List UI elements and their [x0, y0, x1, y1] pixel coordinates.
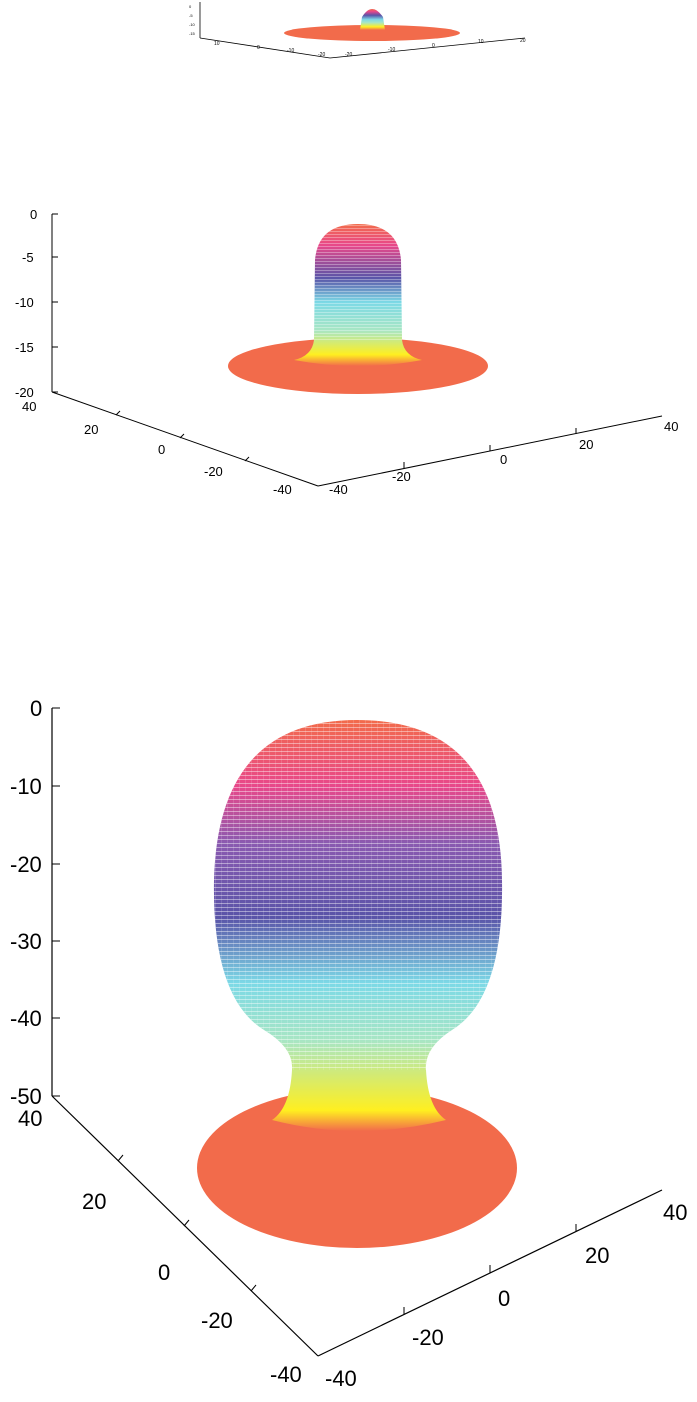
- y-tick-label: -20: [412, 1325, 444, 1350]
- x-tick-label: 0: [158, 1260, 170, 1285]
- z-tick-label: -20: [15, 385, 34, 400]
- x-tick-label: 40: [18, 1106, 42, 1131]
- y-tick-label: 0: [432, 43, 435, 49]
- y-axis: [330, 38, 525, 58]
- z-tick-label: -10: [15, 295, 34, 310]
- z-tick-label: -15: [189, 31, 196, 36]
- y-tick-label: -40: [325, 1366, 357, 1391]
- y-tick-label: 20: [579, 437, 593, 452]
- y-tick-label: 20: [585, 1243, 609, 1268]
- surface-peak: [360, 9, 385, 30]
- z-tick-label: -10: [189, 22, 196, 27]
- x-tick: [251, 1285, 256, 1291]
- x-axis: [52, 392, 318, 486]
- x-tick-label: 40: [22, 399, 36, 414]
- x-tick: [184, 1220, 189, 1226]
- z-tick-label: -5: [22, 250, 34, 265]
- z-tick-label: -10: [10, 774, 42, 799]
- z-tick-label: 0: [189, 4, 192, 9]
- y-tick-label: 10: [478, 39, 484, 45]
- y-tick-label: 0: [500, 452, 507, 467]
- surface-mesh: [314, 224, 402, 340]
- chart-large-svg: 0 -10 -20 -30 -40 -50 40 20 0 -20 -40 -4…: [0, 680, 697, 1402]
- x-tick-label: 0: [158, 442, 165, 457]
- x-tick-label: 0: [257, 45, 260, 51]
- surface-mesh: [214, 720, 502, 1070]
- z-tick-label: -30: [10, 929, 42, 954]
- chart-medium-svg: 0 -5 -10 -15 -20 40 20 0 -20 -40 -40 -20…: [0, 190, 697, 510]
- chart-small-svg: 0 -5 -10 -15 10 0 -10 -20 -20 -10 0 10 2…: [0, 0, 697, 70]
- x-tick-label: 10: [214, 41, 220, 47]
- y-tick-label: -10: [388, 47, 395, 53]
- x-tick-label: 20: [84, 422, 98, 437]
- x-tick-label: -20: [318, 52, 325, 58]
- y-tick-label: 20: [520, 38, 526, 44]
- y-tick-label: 40: [664, 419, 678, 434]
- chart-small: 0 -5 -10 -15 10 0 -10 -20 -20 -10 0 10 2…: [0, 0, 697, 70]
- z-tick-label: -15: [15, 340, 34, 355]
- z-tick-label: -5: [189, 13, 193, 18]
- z-tick-label: 0: [30, 207, 37, 222]
- z-tick-label: -40: [10, 1006, 42, 1031]
- x-tick: [118, 1155, 123, 1161]
- x-tick-label: -10: [287, 48, 294, 54]
- x-tick-label: 20: [82, 1189, 106, 1214]
- z-tick-label: 0: [30, 696, 42, 721]
- chart-large: 0 -10 -20 -30 -40 -50 40 20 0 -20 -40 -4…: [0, 680, 697, 1402]
- y-tick-label: 40: [663, 1200, 687, 1225]
- x-tick: [180, 434, 184, 438]
- x-tick-label: -20: [201, 1308, 233, 1333]
- z-tick-label: -20: [10, 852, 42, 877]
- x-tick-label: -40: [273, 482, 292, 497]
- x-tick-label: -20: [204, 464, 223, 479]
- y-tick-label: -40: [329, 482, 348, 497]
- x-tick-label: -40: [270, 1362, 302, 1387]
- chart-medium: 0 -5 -10 -15 -20 40 20 0 -20 -40 -40 -20…: [0, 190, 697, 510]
- y-tick-label: -20: [345, 52, 352, 58]
- x-tick: [116, 411, 120, 415]
- y-tick-label: 0: [498, 1286, 510, 1311]
- y-tick-label: -20: [392, 469, 411, 484]
